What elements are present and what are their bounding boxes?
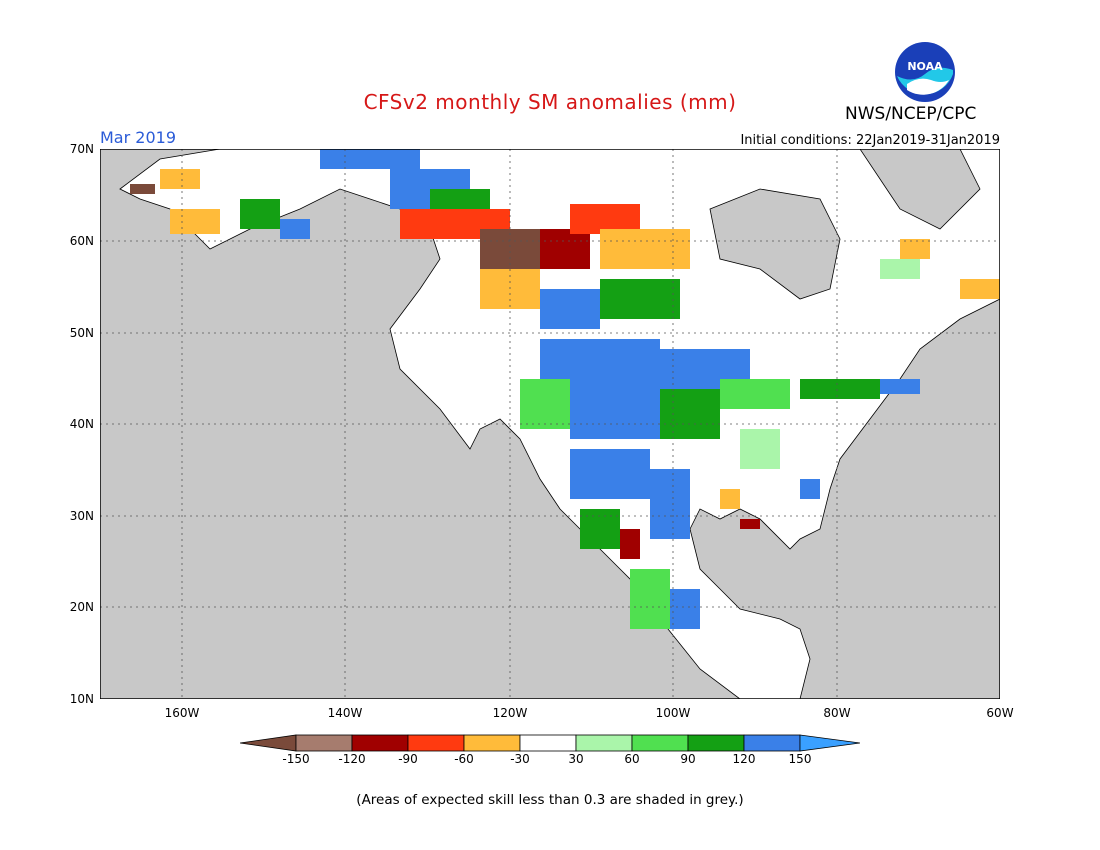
colorbar-label: -150 <box>282 752 310 766</box>
hudson-bay <box>709 188 841 300</box>
lat-label-10n: 10N <box>69 692 94 706</box>
lon-label-140w: 140W <box>327 706 363 720</box>
colorbar-label: 150 <box>788 752 812 766</box>
logo-text: NOAA <box>907 60 943 73</box>
noaa-logo: NOAA <box>895 42 955 102</box>
colorbar-label: -120 <box>338 752 366 766</box>
colorbar-label: -30 <box>510 752 530 766</box>
soil-moisture-map <box>100 149 1000 699</box>
lon-label-60w: 60W <box>986 706 1014 720</box>
lat-label-30n: 30N <box>69 509 94 523</box>
anomaly-blocks <box>130 149 1000 629</box>
map-title: CFSv2 monthly SM anomalies (mm) <box>363 90 737 114</box>
greenland <box>859 149 981 230</box>
lon-label-160w: 160W <box>164 706 200 720</box>
colorbar-label: -90 <box>398 752 418 766</box>
colorbar-label: 60 <box>624 752 640 766</box>
lat-label-70n: 70N <box>69 142 94 156</box>
initial-conditions: Initial conditions: 22Jan2019-31Jan2019 <box>740 133 1000 148</box>
colorbar-high-arrow <box>799 734 860 752</box>
colorbar-label: 120 <box>732 752 756 766</box>
lon-label-100w: 100W <box>655 706 691 720</box>
agency-label: NWS/NCEP/CPC <box>845 104 977 124</box>
skill-footnote: (Areas of expected skill less than 0.3 a… <box>356 792 744 808</box>
lat-label-50n: 50N <box>69 326 94 340</box>
lat-label-40n: 40N <box>69 417 94 431</box>
forecast-period: Mar 2019 <box>100 128 176 147</box>
lat-label-60n: 60N <box>69 234 94 248</box>
colorbar-label: -60 <box>454 752 474 766</box>
colorbar <box>240 734 860 752</box>
colorbar-label: 90 <box>680 752 696 766</box>
lat-label-20n: 20N <box>69 600 94 614</box>
graticule <box>100 149 1000 699</box>
lon-label-120w: 120W <box>492 706 528 720</box>
colorbar-label: 30 <box>568 752 584 766</box>
lon-label-80w: 80W <box>823 706 851 720</box>
colorbar-low-arrow <box>240 734 297 752</box>
